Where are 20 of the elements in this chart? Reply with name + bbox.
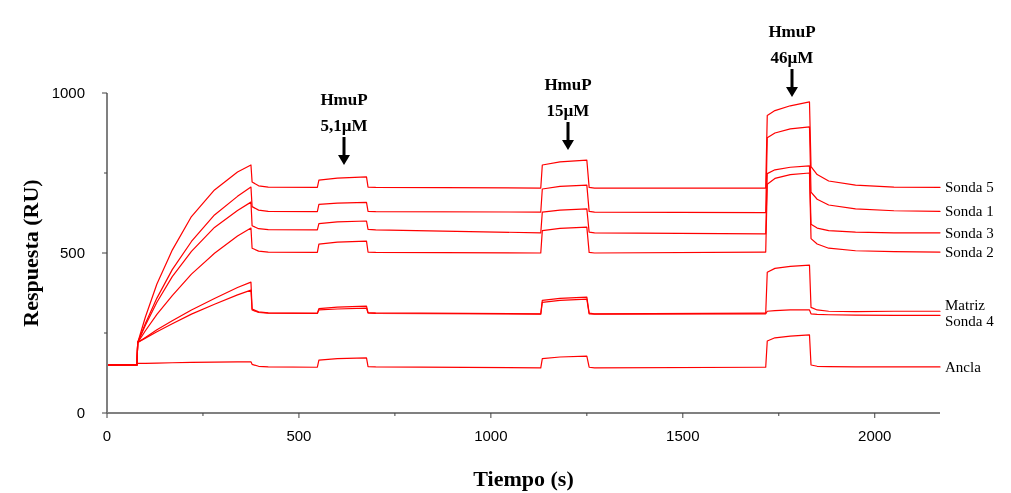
text: HmuP 46µM: [768, 22, 816, 67]
x-tick-label: 500: [286, 427, 312, 444]
annotation: HmuP 15µM: [544, 75, 592, 120]
series-label: Sonda 1: [945, 203, 994, 220]
series-label: Sonda 2: [945, 244, 994, 261]
series-label: Ancla: [945, 358, 982, 375]
series-label: Sonda 5: [945, 179, 994, 196]
annotation: HmuP 5,1µM: [320, 90, 368, 135]
series-label: Matriz: [945, 297, 986, 314]
y-tick-label: 1000: [51, 84, 85, 101]
y-axis-title: Respuesta (RU): [18, 179, 43, 327]
x-axis-title: Tiempo (s): [473, 466, 574, 491]
x-tick-label: 1500: [666, 427, 700, 444]
y-tick-label: 0: [76, 404, 85, 421]
x-tick-label: 0: [102, 427, 112, 444]
series-label: Sonda 4: [945, 313, 995, 330]
y-tick-label: 500: [59, 244, 85, 261]
series-label: Sonda 3: [945, 224, 994, 241]
x-tick-label: 2000: [858, 427, 892, 444]
x-tick-label: 1000: [474, 427, 508, 444]
